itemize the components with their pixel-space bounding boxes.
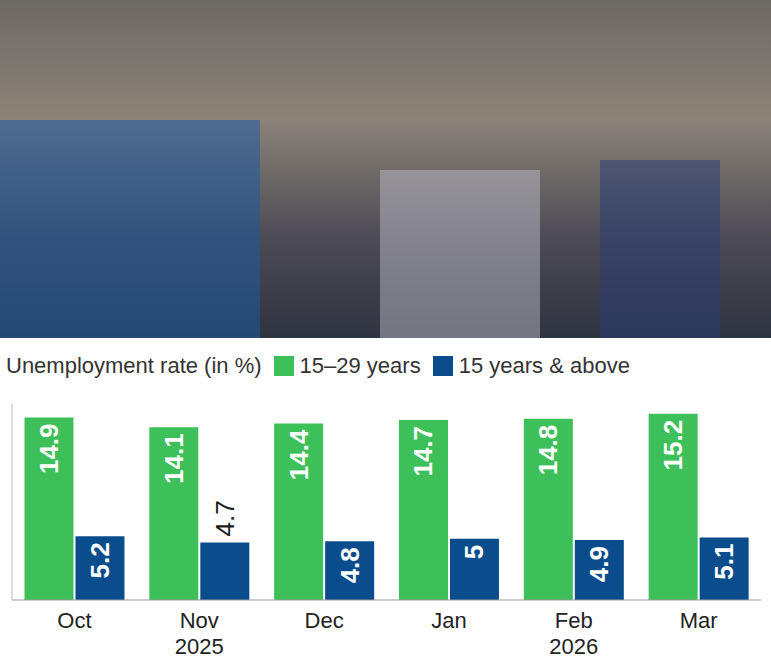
- svg-text:5.1: 5.1: [709, 544, 739, 580]
- html-text:Unemployment rate (in %): Unemployment rate (in %): [6, 353, 262, 378]
- svg-text:Mar: Mar: [680, 608, 718, 633]
- svg-text:Dec: Dec: [305, 608, 344, 633]
- svg-text:5: 5: [459, 545, 489, 559]
- html-text:15 years & above: 15 years & above: [458, 353, 630, 378]
- svg-text:Nov: Nov: [180, 608, 219, 633]
- svg-text:15.2: 15.2: [658, 420, 688, 471]
- svg-text:Jan: Jan: [431, 608, 466, 633]
- svg-text:4.7: 4.7: [210, 500, 240, 536]
- svg-text:14.9: 14.9: [34, 423, 64, 474]
- svg-text:Oct: Oct: [57, 608, 91, 633]
- svg-text:4.8: 4.8: [335, 547, 365, 583]
- svg-text:2025: 2025: [175, 634, 224, 659]
- svg-text:14.1: 14.1: [159, 433, 189, 484]
- svg-text:14.8: 14.8: [533, 425, 563, 476]
- svg-text:2026: 2026: [549, 634, 598, 659]
- svg-text:Feb: Feb: [555, 608, 593, 633]
- svg-text:4.9: 4.9: [584, 546, 614, 582]
- svg-text:5.2: 5.2: [85, 542, 115, 578]
- html-text:15–29 years: 15–29 years: [299, 353, 421, 378]
- svg-text:14.4: 14.4: [284, 429, 314, 480]
- svg-text:14.7: 14.7: [408, 426, 438, 477]
